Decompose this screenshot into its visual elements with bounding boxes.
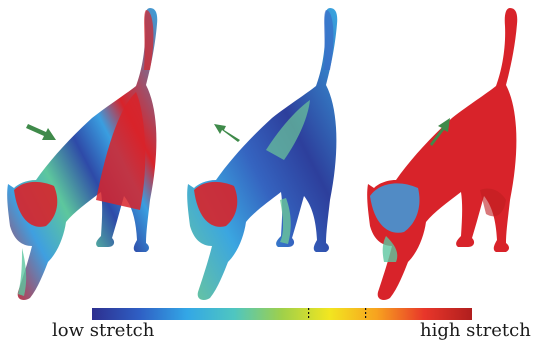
- arrow-up-left-icon: [214, 124, 240, 142]
- cat-right-mesh: [367, 8, 518, 300]
- cat-left-panel: [0, 0, 180, 305]
- arrow-up-right-icon: [430, 118, 450, 146]
- cat-right-panel: [360, 0, 539, 305]
- stretch-colorbar: [92, 308, 472, 320]
- cat-middle-panel: [180, 0, 360, 305]
- cat-left-mesh: [7, 8, 158, 300]
- high-stretch-label: high stretch: [420, 320, 531, 341]
- low-stretch-label: low stretch: [52, 320, 155, 341]
- cat-middle-mesh: [187, 8, 338, 300]
- arrow-down-right-icon: [26, 124, 56, 140]
